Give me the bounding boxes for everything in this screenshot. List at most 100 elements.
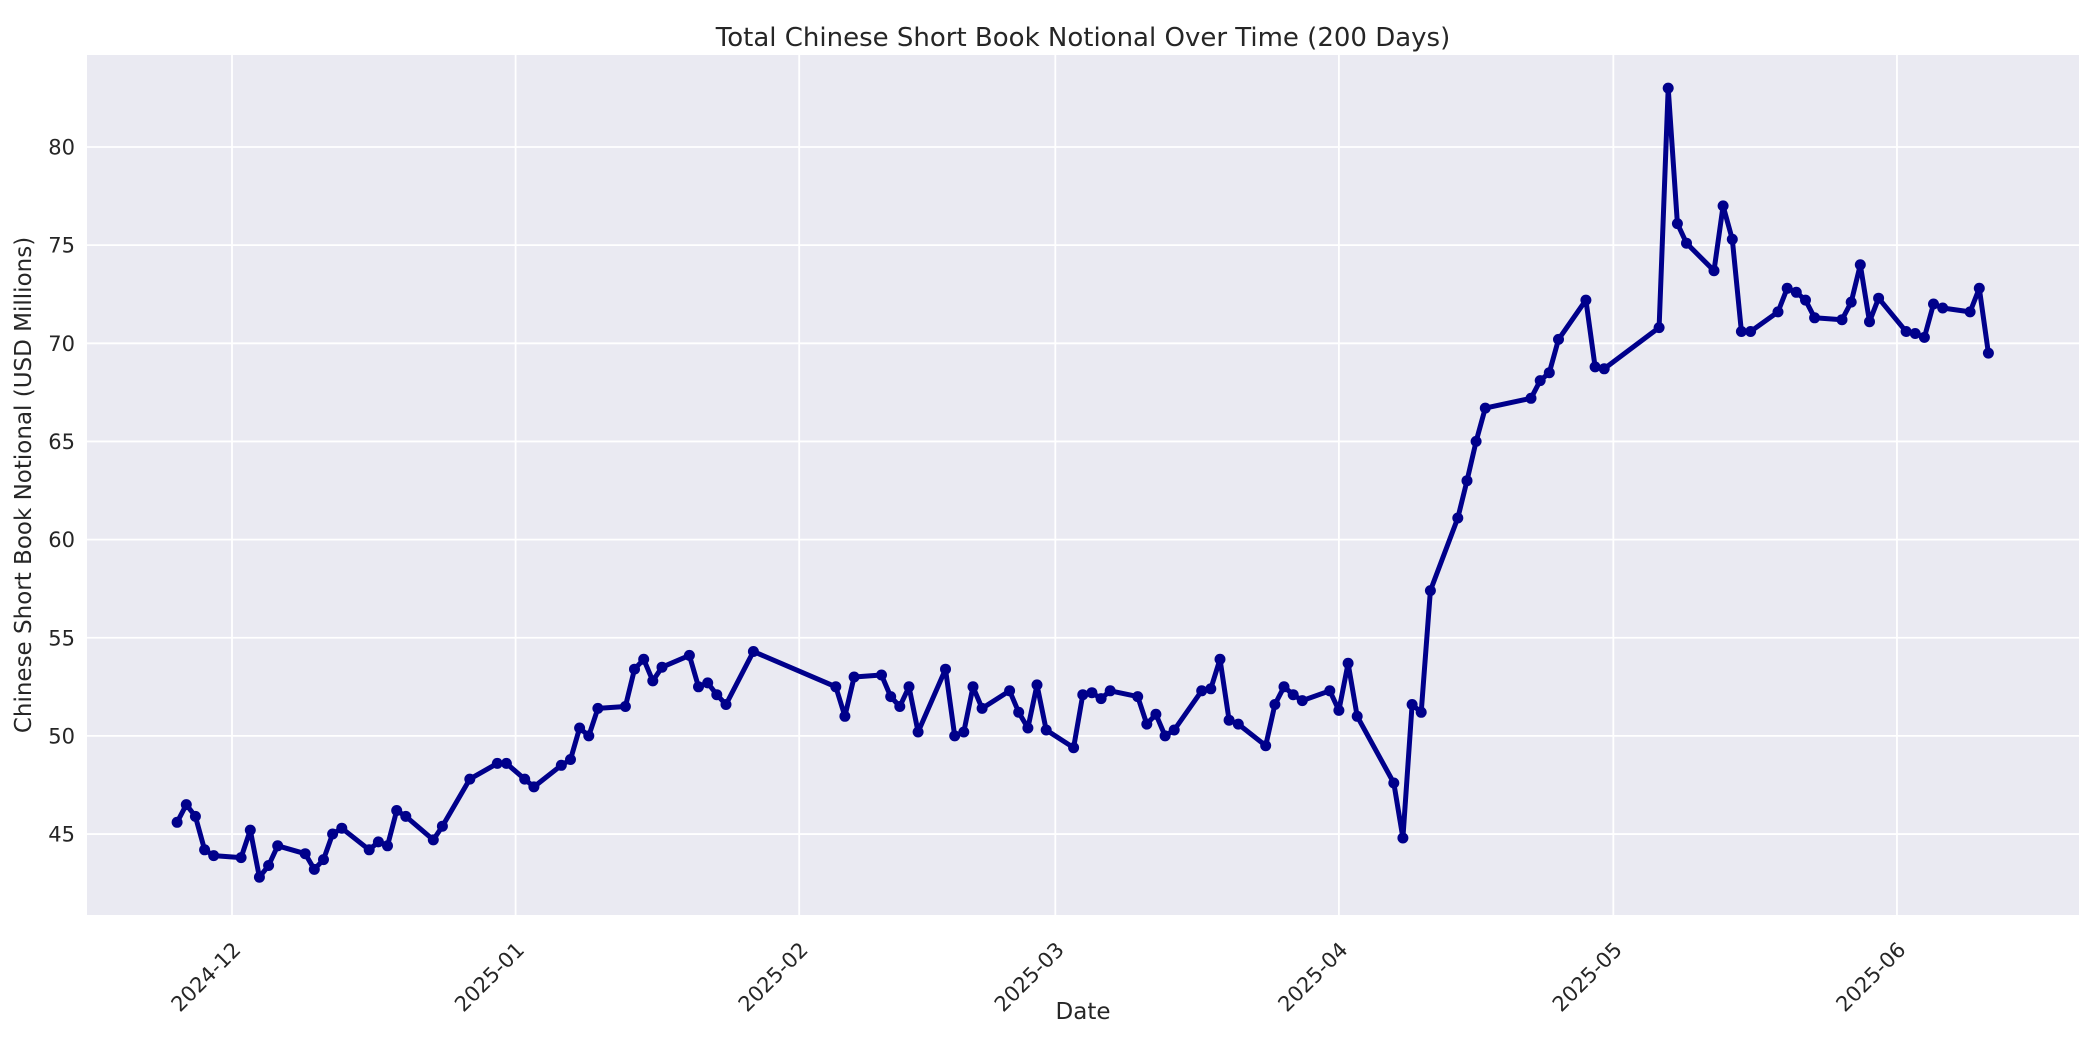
- data-point-marker: [1388, 777, 1400, 789]
- data-point-marker: [519, 773, 531, 785]
- data-point-marker: [876, 669, 887, 681]
- data-point-marker: [1260, 740, 1272, 752]
- data-point-marker: [1104, 685, 1116, 697]
- data-point-marker: [1964, 306, 1976, 318]
- x-tick-label: 2025-01: [450, 938, 529, 1017]
- data-point-marker: [1333, 704, 1345, 716]
- data-point-marker: [1461, 475, 1473, 487]
- data-point-marker: [199, 844, 211, 856]
- data-point-marker: [1717, 200, 1729, 212]
- data-point-marker: [1159, 730, 1171, 742]
- data-point-marker: [1973, 282, 1985, 294]
- data-point-marker: [629, 663, 640, 675]
- data-point-marker: [1342, 657, 1354, 669]
- data-point-marker: [711, 689, 723, 701]
- y-tick-label: 45: [48, 823, 75, 847]
- data-point-marker: [1296, 695, 1308, 707]
- y-tick-label: 75: [48, 234, 75, 258]
- data-point-marker: [1479, 402, 1491, 414]
- data-point-marker: [1800, 294, 1811, 306]
- data-point-marker: [1873, 292, 1885, 304]
- data-point-marker: [592, 702, 604, 714]
- data-point-marker: [1022, 722, 1034, 734]
- data-point-marker: [958, 726, 970, 738]
- data-point-marker: [848, 671, 860, 683]
- data-point-marker: [638, 653, 650, 665]
- y-tick-label: 50: [48, 724, 75, 748]
- data-point-marker: [1836, 314, 1848, 326]
- data-point-marker: [1150, 708, 1162, 720]
- data-point-marker: [1397, 832, 1409, 844]
- data-point-marker: [171, 816, 183, 828]
- data-point-marker: [253, 871, 265, 883]
- data-point-marker: [180, 799, 192, 811]
- data-point-marker: [400, 810, 412, 822]
- data-point-marker: [1745, 326, 1757, 337]
- data-point-marker: [1543, 367, 1555, 379]
- data-point-marker: [830, 681, 842, 693]
- data-point-marker: [464, 773, 476, 785]
- data-point-marker: [1928, 298, 1939, 310]
- data-point-marker: [336, 822, 348, 834]
- data-point-marker: [1982, 347, 1994, 359]
- data-point-marker: [1598, 363, 1610, 375]
- data-point-marker: [1452, 512, 1464, 524]
- data-point-marker: [1095, 693, 1107, 705]
- data-point-marker: [1845, 296, 1857, 308]
- data-point-marker: [1470, 435, 1482, 447]
- data-point-marker: [500, 757, 512, 769]
- data-point-marker: [565, 754, 576, 765]
- y-tick-label: 70: [48, 332, 75, 356]
- data-point-marker: [1324, 685, 1336, 697]
- x-tick-label: 2025-05: [1548, 938, 1627, 1017]
- data-point-marker: [1406, 699, 1418, 710]
- data-point-marker: [1068, 742, 1080, 754]
- data-point-marker: [1781, 282, 1793, 294]
- data-point-marker: [1671, 218, 1683, 230]
- data-point-marker: [1809, 312, 1821, 324]
- data-point-marker: [1909, 328, 1921, 339]
- chart-title: Total Chinese Short Book Notional Over T…: [715, 23, 1451, 53]
- axes-background: [87, 55, 2079, 915]
- data-point-marker: [363, 844, 375, 856]
- data-point-marker: [1534, 375, 1546, 387]
- data-point-marker: [647, 675, 659, 687]
- data-point-marker: [967, 681, 979, 693]
- data-point-marker: [528, 781, 540, 793]
- data-point-marker: [1726, 233, 1738, 245]
- data-point-marker: [702, 677, 714, 689]
- data-point-marker: [372, 836, 384, 848]
- data-point-marker: [1232, 718, 1244, 730]
- data-point-marker: [903, 681, 915, 693]
- data-point-marker: [1525, 392, 1537, 404]
- x-tick-label: 2025-06: [1831, 938, 1910, 1017]
- data-point-marker: [1287, 689, 1299, 701]
- data-point-marker: [1278, 681, 1290, 693]
- data-point-marker: [1864, 316, 1875, 328]
- data-point-marker: [1214, 653, 1226, 665]
- data-point-marker: [1196, 685, 1208, 697]
- data-point-marker: [327, 828, 339, 840]
- data-point-marker: [1900, 326, 1912, 337]
- data-point-marker: [1937, 302, 1949, 314]
- data-point-marker: [949, 730, 961, 742]
- x-tick-label: 2024-12: [167, 938, 246, 1017]
- data-point-marker: [1415, 706, 1427, 718]
- data-point-marker: [1580, 294, 1592, 306]
- data-point-marker: [1269, 699, 1281, 710]
- data-point-marker: [574, 722, 586, 734]
- data-point-marker: [747, 646, 759, 657]
- data-point-marker: [720, 699, 732, 710]
- y-tick-label: 60: [48, 528, 75, 552]
- y-tick-label: 65: [48, 430, 75, 454]
- data-point-marker: [1132, 691, 1144, 703]
- data-point-marker: [1790, 286, 1802, 298]
- data-point-marker: [1141, 718, 1153, 730]
- data-point-marker: [1653, 322, 1665, 334]
- x-tick-label: 2025-04: [1273, 938, 1352, 1017]
- data-point-marker: [1772, 306, 1784, 318]
- data-point-marker: [976, 702, 988, 714]
- y-tick-label: 55: [48, 626, 75, 650]
